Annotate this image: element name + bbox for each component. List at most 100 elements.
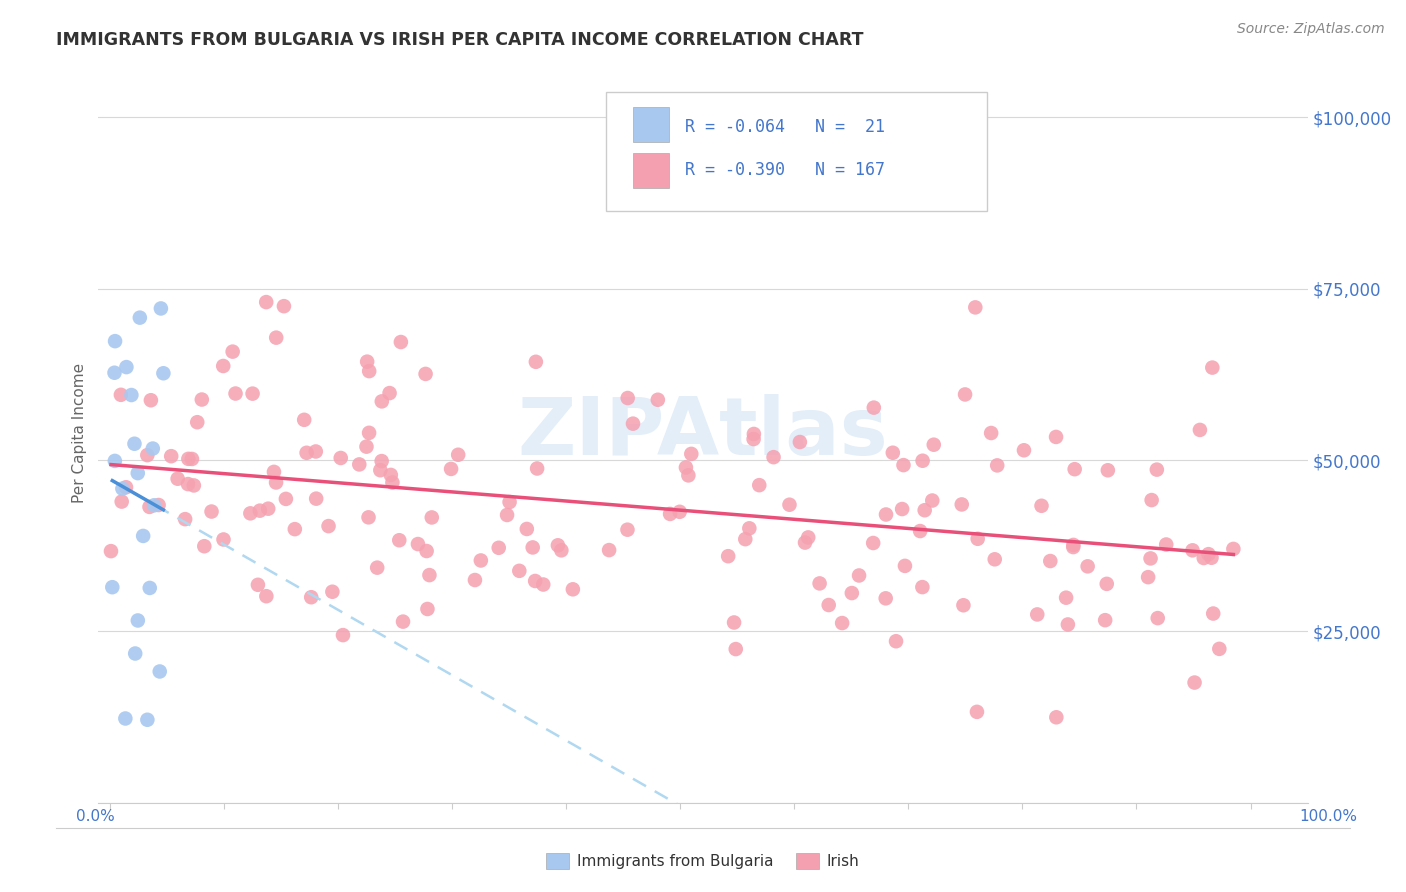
Point bbox=[1140, 493, 1163, 508]
Point bbox=[1097, 463, 1119, 477]
Point bbox=[1188, 423, 1211, 437]
Point bbox=[100, 544, 122, 558]
Point bbox=[675, 460, 697, 475]
Point bbox=[831, 615, 853, 630]
Point bbox=[717, 549, 740, 564]
Point bbox=[862, 401, 884, 415]
Point bbox=[884, 634, 907, 648]
Point bbox=[349, 458, 371, 472]
Point bbox=[110, 388, 132, 402]
Point bbox=[359, 425, 381, 440]
Point bbox=[498, 495, 520, 509]
Point bbox=[318, 519, 340, 533]
Point bbox=[1045, 710, 1067, 724]
Point bbox=[152, 366, 174, 380]
Point bbox=[762, 450, 785, 465]
Point bbox=[808, 576, 831, 591]
Point bbox=[616, 523, 638, 537]
Point bbox=[891, 502, 914, 516]
Point bbox=[115, 360, 138, 375]
Point bbox=[659, 507, 682, 521]
Point bbox=[516, 522, 538, 536]
Point bbox=[1208, 641, 1230, 656]
Point bbox=[550, 543, 572, 558]
Point bbox=[193, 539, 215, 553]
Point bbox=[531, 577, 554, 591]
Point bbox=[264, 331, 287, 345]
Point bbox=[249, 503, 271, 517]
Point bbox=[922, 438, 945, 452]
Point bbox=[225, 386, 247, 401]
Point bbox=[1063, 462, 1085, 476]
Point bbox=[496, 508, 519, 522]
Point bbox=[1201, 550, 1223, 565]
Point bbox=[115, 480, 138, 494]
Point bbox=[748, 478, 770, 492]
Point bbox=[1146, 462, 1168, 476]
Point bbox=[1154, 537, 1177, 551]
Point bbox=[104, 454, 127, 468]
Point bbox=[416, 602, 439, 616]
Point bbox=[621, 417, 644, 431]
Point bbox=[420, 510, 443, 524]
Point bbox=[295, 446, 318, 460]
Point bbox=[181, 452, 204, 467]
Y-axis label: Per Capita Income: Per Capita Income bbox=[72, 362, 87, 503]
Point bbox=[254, 589, 277, 603]
Point bbox=[894, 558, 917, 573]
Text: 100.0%: 100.0% bbox=[1299, 809, 1358, 823]
Point bbox=[723, 615, 745, 630]
Point bbox=[305, 444, 328, 458]
Point bbox=[139, 581, 162, 595]
Point bbox=[370, 463, 392, 477]
Point bbox=[1181, 543, 1204, 558]
Text: Source: ZipAtlas.com: Source: ZipAtlas.com bbox=[1237, 22, 1385, 37]
Point bbox=[742, 432, 765, 446]
Point bbox=[1095, 577, 1118, 591]
Point bbox=[139, 393, 162, 408]
Point bbox=[953, 387, 976, 401]
Point bbox=[1139, 551, 1161, 566]
Point bbox=[547, 538, 569, 552]
Point bbox=[292, 413, 315, 427]
Point bbox=[522, 541, 544, 555]
Point bbox=[986, 458, 1008, 473]
Point bbox=[1192, 551, 1215, 566]
Point bbox=[136, 713, 159, 727]
Point bbox=[1057, 617, 1080, 632]
Point bbox=[848, 568, 870, 582]
Point bbox=[561, 582, 583, 597]
Point bbox=[817, 598, 839, 612]
Point bbox=[908, 524, 931, 538]
Point bbox=[378, 386, 401, 401]
Point bbox=[356, 440, 378, 454]
Point bbox=[966, 532, 988, 546]
Point bbox=[524, 355, 547, 369]
Point bbox=[1146, 611, 1168, 625]
Point bbox=[239, 507, 262, 521]
Point bbox=[779, 498, 801, 512]
Point bbox=[678, 468, 700, 483]
Point bbox=[470, 553, 492, 567]
Point bbox=[921, 493, 943, 508]
Point bbox=[380, 467, 402, 482]
Point bbox=[598, 543, 620, 558]
Point bbox=[1201, 360, 1223, 375]
Text: R = -0.064   N =  21: R = -0.064 N = 21 bbox=[685, 118, 884, 136]
Point bbox=[212, 533, 235, 547]
Point bbox=[104, 334, 127, 348]
Point bbox=[1012, 443, 1035, 458]
Point bbox=[366, 560, 388, 574]
Point bbox=[177, 451, 200, 466]
Point bbox=[464, 573, 486, 587]
Point bbox=[143, 498, 166, 512]
Point bbox=[524, 574, 547, 588]
Point bbox=[132, 529, 155, 543]
Point bbox=[263, 465, 285, 479]
Point bbox=[841, 586, 863, 600]
Point bbox=[914, 503, 936, 517]
Point bbox=[668, 505, 690, 519]
Point bbox=[965, 301, 987, 315]
Point bbox=[332, 628, 354, 642]
Point bbox=[738, 521, 761, 535]
